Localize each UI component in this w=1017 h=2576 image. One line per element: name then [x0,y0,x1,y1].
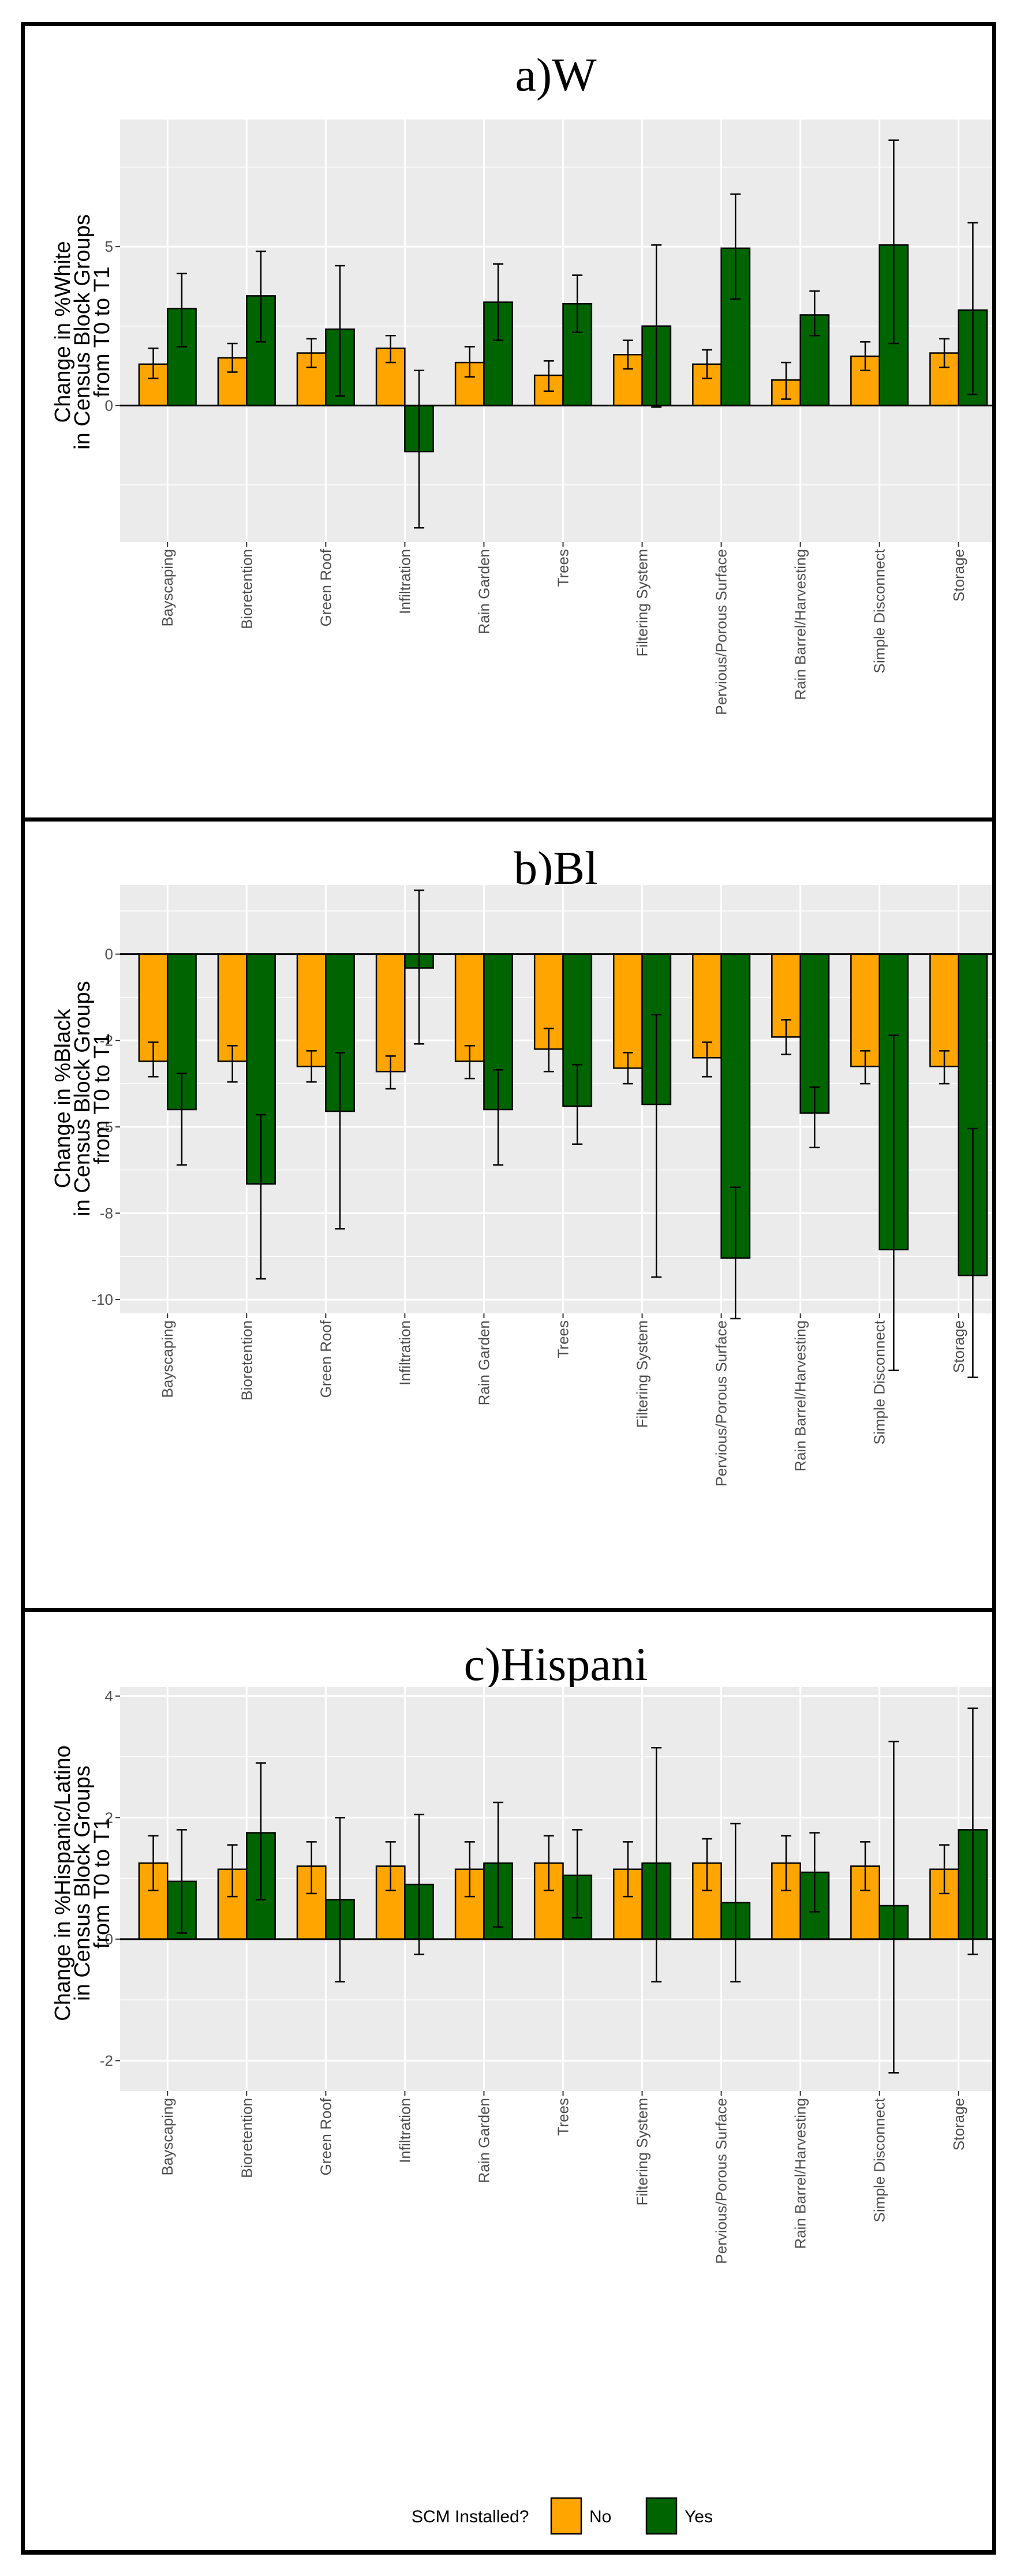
legend-swatch-no [550,2497,582,2535]
x-tick-label: Bioretention [238,1320,255,1401]
bar-no-6 [612,953,643,1069]
bar-no-10 [929,953,960,1067]
bar-no-3 [375,953,406,1073]
x-tick-label: Trees [555,549,572,587]
y-axis-label: from T0 to T1 [90,1818,114,1949]
y-axis-label: in Census Block Groups [70,981,95,1216]
x-tick-label: Simple Disconnect [871,2097,888,2222]
x-tick-label: Rain Barrel/Harvesting [792,549,809,700]
panel-black: b)Bl 0 -2 -5 -8 -10 Bayscaping Bioretention Gree… [21,817,996,1612]
x-tick-label: Pervious/Porous Surface [713,2098,730,2264]
x-tick-label: Rain Barrel/Harvesting [792,2098,809,2249]
bar-no-9 [850,953,880,1067]
x-tick-label: Infiltration [396,1320,413,1386]
y-tick-label: -10 [91,1291,113,1308]
legend-swatch-yes [645,2497,678,2535]
y-tick-label: 4 [105,1688,113,1705]
y-tick-label: 5 [105,238,113,255]
bar-no-1 [217,953,248,1062]
x-tick-label: Trees [555,1320,572,1358]
x-tick-label: Infiltration [396,549,413,614]
bar-no-2 [296,953,327,1067]
y-axis-label: from T0 to T1 [90,267,114,398]
x-tick-label: Infiltration [396,2098,413,2163]
y-tick-label: 0 [105,946,113,963]
x-tick-label: Bayscaping [159,549,176,626]
x-tick-label: Filtering System [634,1320,651,1428]
x-tick-label: Rain Garden [475,2098,492,2183]
y-axis-label: Change in %Hispanic/Latino [51,1745,75,2021]
x-tick-label: Bioretention [238,549,255,629]
x-tick-label: Green Roof [317,548,334,626]
x-tick-label: Storage [950,549,967,602]
panel-hispanic: c)Hispani -2 0 2 4 Bayscaping Bioretention Gree… [21,1608,996,2555]
x-tick-label: Bayscaping [159,1320,176,1398]
chart-svg: c)Hispani -2 0 2 4 Bayscaping Bioretention Gree… [51,1638,992,2535]
y-tick-label: -8 [100,1204,113,1222]
chart-title: c)Hispani [464,1638,648,1690]
x-tick-label: Green Roof [317,2097,334,2175]
chart-svg: a)W 0 5 Bayscaping Bioretention Green Roof Inf… [51,48,992,715]
panel-white: a)W 0 5 Bayscaping Bioretention Green Roof Inf… [21,22,996,822]
x-tick-label: Simple Disconnect [871,548,888,673]
y-tick-label: 0 [105,397,113,414]
x-tick-label: Simple Disconnect [871,1320,888,1444]
x-tick-label: Bayscaping [159,2098,176,2175]
y-tick-label: -2 [100,1032,113,1049]
x-tick-label: Filtering System [634,2098,651,2205]
x-tick-label: Pervious/Porous Surface [713,549,730,715]
y-tick-label: 0 [105,1931,113,1948]
x-tick-label: Storage [950,1320,967,1373]
y-tick-label: -5 [100,1118,113,1136]
x-tick-label: Filtering System [634,549,651,656]
y-axis-label: Change in %Black [51,1009,75,1189]
x-tick-label: Bioretention [238,2098,255,2178]
y-tick-label: 2 [105,1809,113,1826]
y-tick-label: -2 [100,2052,113,2069]
bar-yes-10 [958,953,988,1276]
x-tick-label: Rain Garden [475,1320,492,1405]
y-axis-label: in Census Block Groups [70,1765,95,2001]
x-tick-label: Pervious/Porous Surface [713,1320,730,1487]
x-tick-label: Green Roof [317,1320,334,1398]
y-axis-label: from T0 to T1 [90,1033,114,1164]
y-axis-label: in Census Block Groups [70,214,95,450]
y-axis-label: Change in %White [51,241,75,423]
legend-title: SCM Installed? [412,2507,529,2526]
x-tick-label: Rain Garden [475,549,492,634]
x-tick-label: Storage [950,2098,967,2151]
legend-label-yes: Yes [685,2507,713,2526]
x-tick-label: Rain Barrel/Harvesting [792,1320,809,1472]
x-tick-label: Trees [555,2098,572,2136]
chart-title: a)W [515,48,597,101]
legend-label-no: No [589,2507,611,2526]
